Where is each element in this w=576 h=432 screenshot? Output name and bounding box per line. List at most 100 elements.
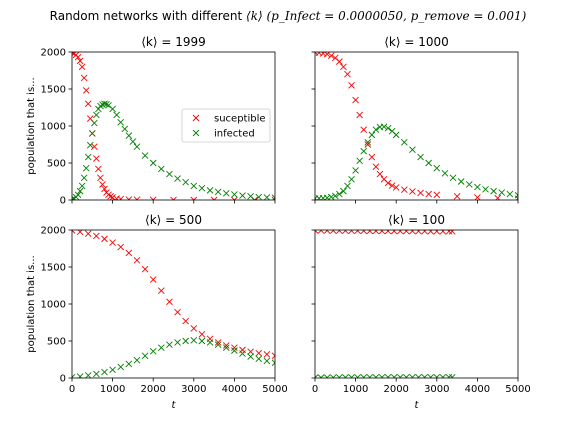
data-point-suceptible [109, 194, 116, 200]
data-point-infected [490, 187, 497, 195]
legend: suceptible infected [181, 108, 271, 143]
y-tick-label: 500 [47, 159, 66, 170]
data-point-infected [84, 372, 92, 378]
data-point-suceptible [376, 170, 384, 178]
data-point-infected [84, 153, 92, 161]
data-point-suceptible [190, 325, 198, 332]
data-point-suceptible [231, 344, 238, 351]
y-tick-label: 1000 [41, 122, 66, 133]
data-point-suceptible [158, 287, 165, 294]
data-point-suceptible [91, 143, 98, 151]
data-point-suceptible [348, 230, 355, 235]
data-point-suceptible [494, 194, 502, 200]
data-point-suceptible [453, 192, 461, 200]
data-point-suceptible [433, 191, 441, 199]
data-point-suceptible [372, 163, 380, 171]
data-point-suceptible [327, 52, 335, 60]
figure-title-prefix: Random networks with different [49, 9, 243, 23]
data-point-infected [368, 131, 376, 139]
data-point-infected [222, 190, 230, 197]
data-point-suceptible [439, 230, 447, 235]
data-point-suceptible [354, 230, 361, 235]
data-point-infected [331, 192, 339, 200]
data-point-infected [514, 191, 518, 199]
data-point-infected [506, 190, 514, 198]
data-point-suceptible [401, 186, 408, 193]
data-point-infected [315, 374, 319, 378]
data-point-infected [190, 336, 198, 344]
data-point-suceptible [378, 230, 386, 235]
data-point-suceptible [352, 96, 359, 104]
data-point-infected [141, 352, 149, 360]
data-point-suceptible [372, 230, 380, 235]
y-tick-label: 2000 [41, 48, 66, 59]
data-point-suceptible [474, 194, 481, 200]
data-point-infected [384, 373, 392, 378]
data-point-suceptible [125, 249, 133, 257]
data-point-suceptible [356, 111, 363, 119]
subplot-title: ⟨k⟩ = 1000 [384, 35, 449, 49]
data-point-infected [445, 373, 453, 378]
data-point-infected [372, 126, 380, 134]
data-point-infected [239, 192, 246, 199]
x-axis-label: t [172, 400, 177, 411]
data-point-infected [380, 123, 388, 131]
data-point-suceptible [390, 230, 398, 235]
data-point-suceptible [99, 181, 106, 188]
data-point-infected [482, 185, 489, 193]
data-point-infected [214, 188, 222, 196]
data-point-infected [109, 105, 116, 113]
data-point-infected [255, 355, 263, 363]
y-tick-label: 0 [60, 196, 66, 207]
data-point-infected [348, 374, 355, 378]
data-point-suceptible [336, 230, 343, 234]
data-point-infected [421, 373, 428, 378]
data-point-suceptible [427, 230, 435, 235]
data-point-infected [72, 196, 76, 200]
data-point-suceptible [76, 57, 84, 65]
data-point-infected [364, 138, 372, 146]
subplot-3: ⟨k⟩ = 500 0 1000 2000 3000 4000 5000 0 500 1000 15… [26, 213, 288, 411]
y-axis-label: population that is... [26, 77, 37, 174]
subplot-title: ⟨k⟩ = 100 [388, 213, 445, 227]
data-point-infected [76, 373, 84, 378]
data-point-infected [390, 373, 398, 378]
axes-frame [314, 51, 519, 201]
x-tick-label: 5000 [505, 384, 530, 395]
data-point-infected [121, 125, 129, 133]
data-point-suceptible [421, 230, 428, 235]
data-point-suceptible [141, 265, 149, 273]
data-point-infected [86, 141, 94, 149]
data-point-infected [231, 191, 238, 198]
x-tick-label: 3000 [181, 384, 206, 395]
data-point-suceptible [198, 331, 206, 338]
x-tick-label: 4000 [465, 384, 490, 395]
data-points [315, 52, 518, 200]
data-point-suceptible [93, 155, 100, 162]
data-point-infected [498, 189, 506, 196]
data-point-suceptible [72, 230, 76, 234]
data-point-suceptible [336, 58, 343, 65]
data-point-infected [80, 174, 88, 182]
data-point-infected [360, 374, 368, 378]
y-tick-label: 1000 [41, 300, 66, 311]
x-tick-label: 0 [69, 384, 75, 395]
data-point-suceptible [210, 196, 218, 200]
x-tick-label: 1000 [343, 384, 368, 395]
data-point-suceptible [392, 184, 400, 191]
data-point-suceptible [125, 196, 133, 200]
data-point-infected [239, 350, 246, 357]
data-point-infected [206, 339, 214, 346]
data-point-infected [101, 100, 108, 108]
data-point-infected [133, 143, 141, 151]
data-point-infected [198, 184, 206, 192]
data-point-infected [117, 118, 125, 126]
data-point-infected [93, 370, 100, 378]
x-tick-label: 3000 [424, 384, 449, 395]
data-point-suceptible [101, 185, 108, 193]
data-point-suceptible [95, 165, 102, 173]
data-point-infected [72, 373, 76, 378]
legend-box [181, 108, 271, 143]
figure-title-params: (p_Infect = 0.0000050, p_remove = 0.001) [266, 9, 527, 23]
legend-entry: suceptible [214, 114, 266, 125]
